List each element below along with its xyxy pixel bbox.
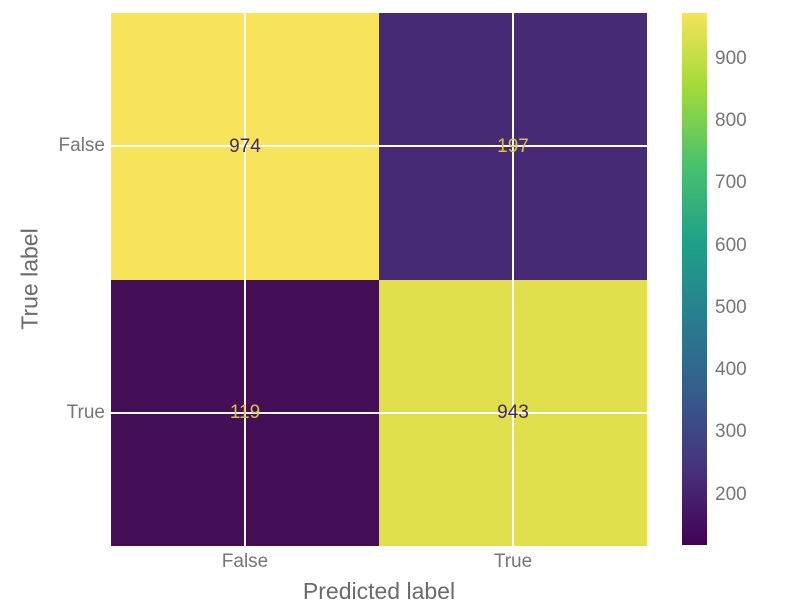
x-tick-label-true: True — [493, 551, 533, 572]
colorbar-tick-label: 200 — [715, 483, 747, 505]
heatmap-plot-area: 974 197 119 943 — [111, 13, 647, 546]
heatmap-cells: 974 197 119 943 — [111, 13, 647, 546]
colorbar-tick-label: 900 — [715, 48, 747, 70]
y-tick-label-false: False — [58, 135, 105, 156]
colorbar-tick-label: 800 — [715, 110, 747, 132]
x-tick-label-false: False — [221, 551, 269, 572]
colorbar-tick-labels: 900 800 700 600 500 400 300 200 — [715, 13, 785, 545]
colorbar-tick-label: 300 — [715, 421, 747, 443]
gridline-horizontal-2 — [111, 411, 647, 414]
y-axis-label: True label — [16, 228, 43, 330]
y-tick-label-true: True — [66, 402, 105, 423]
colorbar-tick-label: 500 — [715, 296, 747, 318]
x-axis-label: Predicted label — [302, 578, 456, 604]
colorbar-tick-label: 700 — [715, 172, 747, 194]
gridline-vertical-1 — [244, 13, 246, 546]
cell-value: 119 — [229, 402, 261, 424]
colorbar — [682, 13, 707, 545]
gridline-horizontal-1 — [111, 145, 647, 148]
colorbar-tick-label: 400 — [715, 359, 747, 381]
cell-value: 197 — [497, 135, 529, 157]
cell-value: 943 — [497, 402, 529, 424]
cell-value: 974 — [229, 135, 261, 157]
gridline-vertical-2 — [512, 13, 514, 546]
colorbar-tick-label: 600 — [715, 234, 747, 256]
